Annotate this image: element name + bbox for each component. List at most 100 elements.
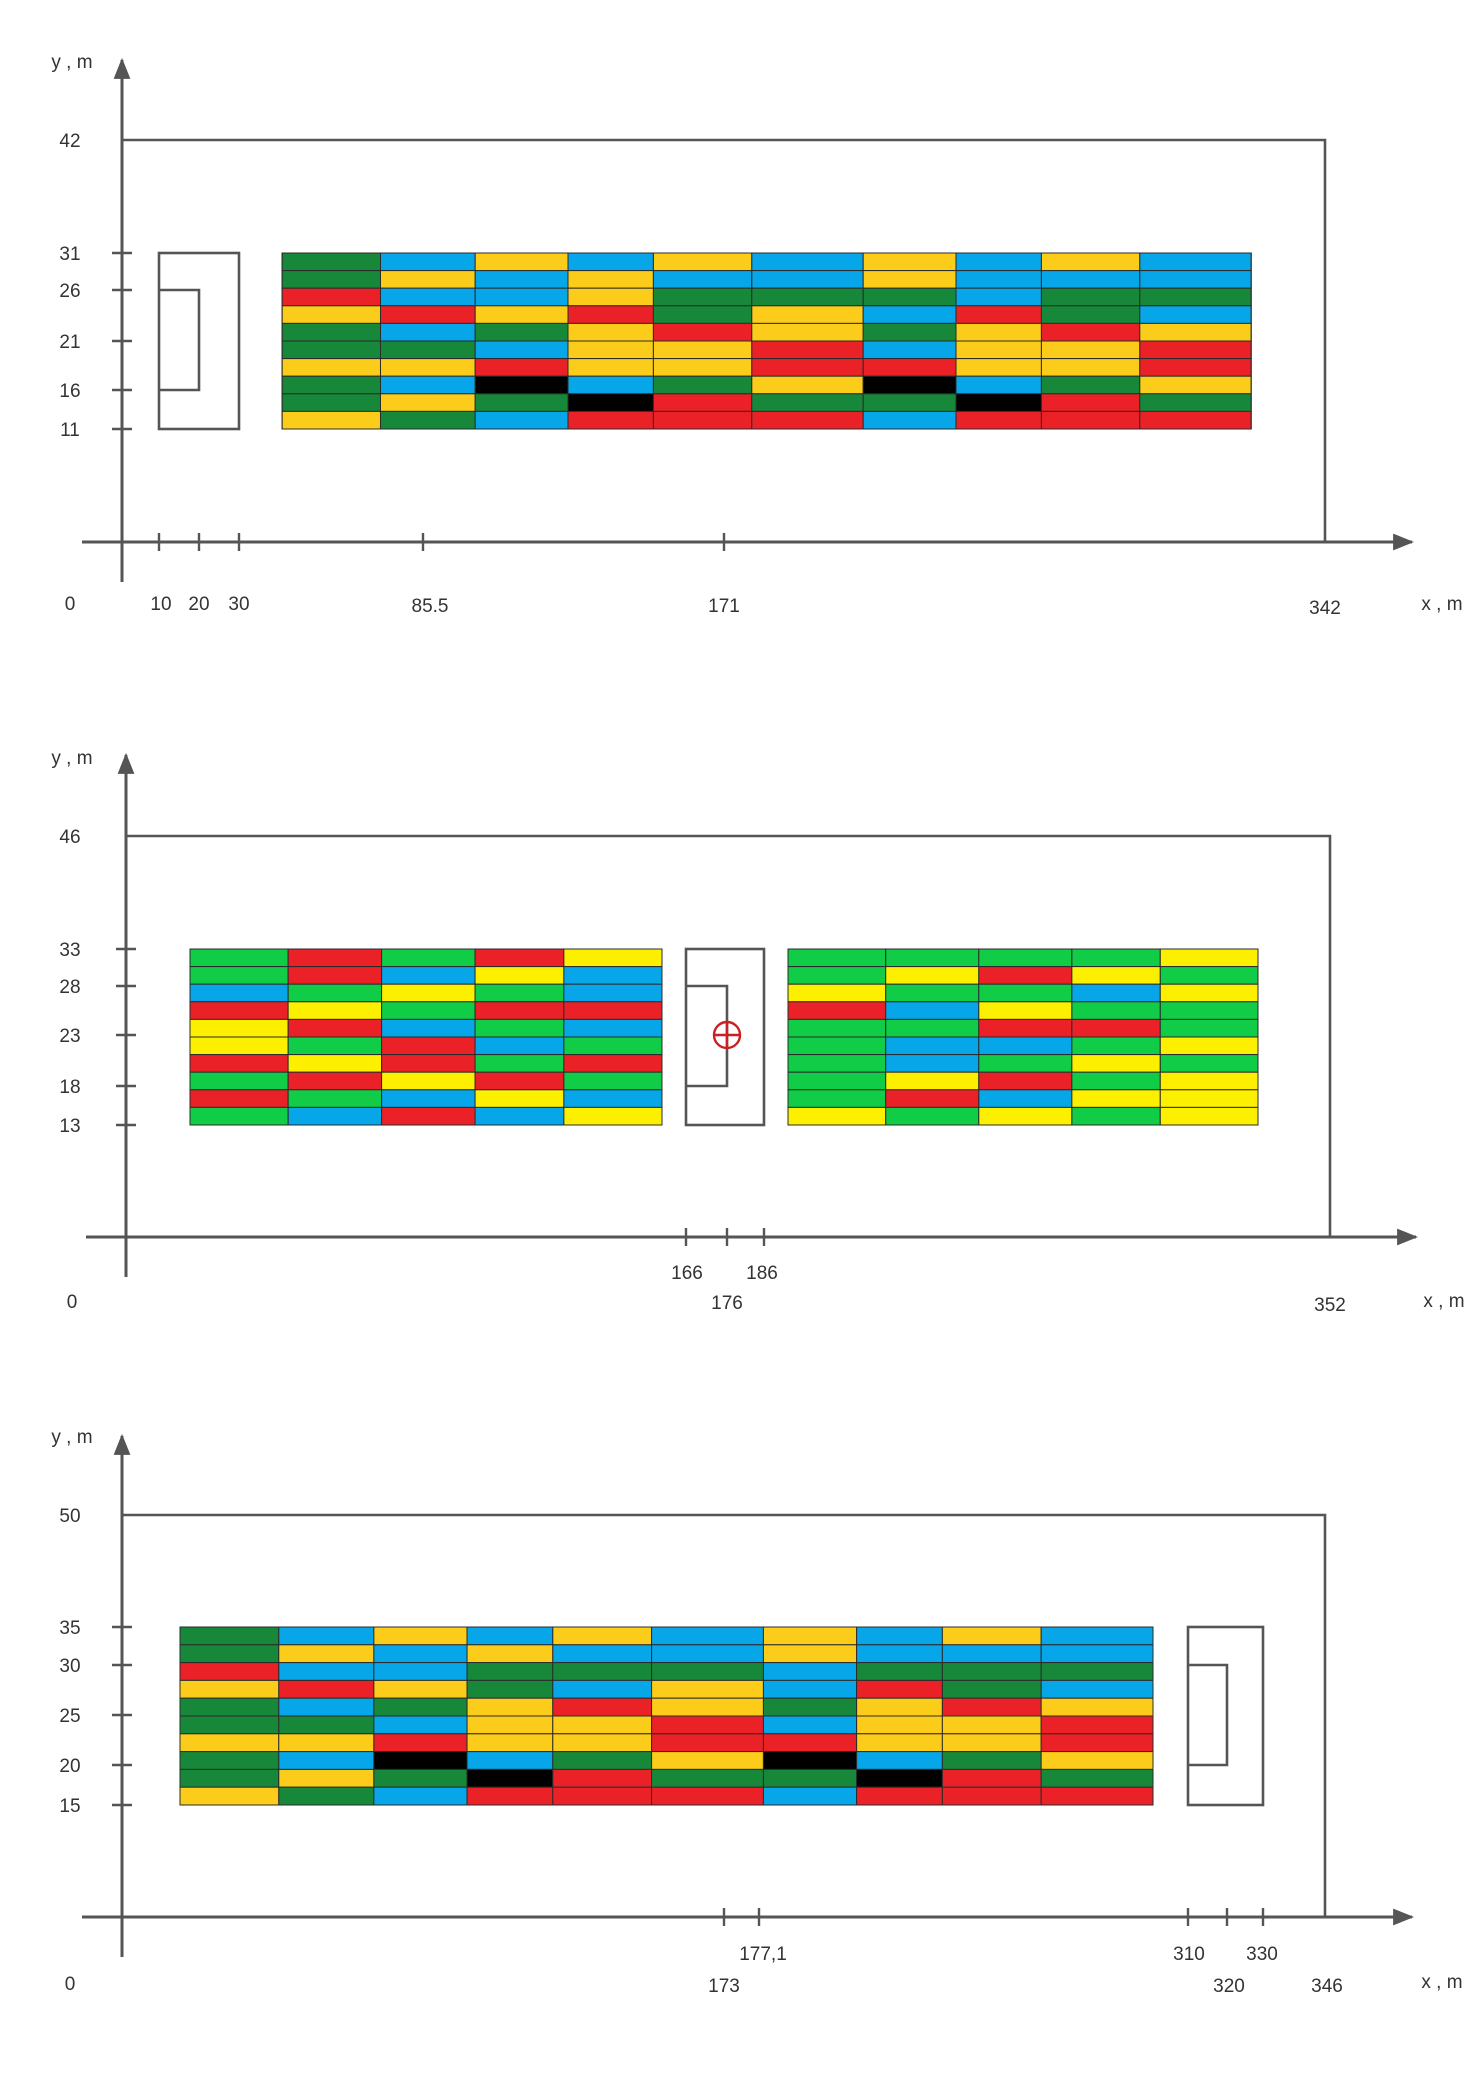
crowd-cell: [787, 1106, 887, 1126]
crowd-cell: [474, 287, 569, 307]
crowd-cell: [1040, 252, 1141, 272]
stage-inner-platform: [1188, 1663, 1229, 1767]
crowd-cell: [762, 1697, 858, 1717]
crowd-cell: [373, 1644, 468, 1664]
crowd-cell: [381, 983, 476, 1003]
crowd-cell: [466, 1715, 554, 1735]
crowd-cell: [466, 1679, 554, 1699]
crowd-cell: [381, 948, 476, 968]
crowd-cell: [474, 270, 569, 289]
crowd-cell: [567, 410, 654, 430]
crowd-cell: [856, 1715, 943, 1735]
crowd-cell: [751, 252, 864, 272]
x-axis-label: x , m: [1421, 594, 1462, 615]
crowd-cell: [856, 1697, 943, 1717]
x-tick-label: 166: [671, 1263, 703, 1284]
y-tick-label: 11: [60, 420, 80, 441]
crowd-cell: [381, 1036, 476, 1056]
crowd-cell: [978, 1089, 1073, 1108]
crowd-cell: [189, 966, 289, 985]
crowd-cell: [278, 1751, 375, 1770]
crowd-cell: [381, 1001, 476, 1020]
crowd-cell: [563, 1036, 663, 1056]
crowd-cell: [1159, 1018, 1259, 1038]
site-boundary: [122, 138, 1327, 542]
crowd-cell: [373, 1715, 468, 1735]
crowd-cell: [379, 393, 476, 412]
crowd-cell: [179, 1697, 280, 1717]
crowd-cell: [1040, 1662, 1154, 1681]
crowd-cell: [189, 1036, 289, 1056]
crowd-cell: [862, 322, 957, 342]
crowd-cell: [856, 1768, 943, 1788]
crowd-cell: [379, 322, 476, 342]
crowd-cell: [885, 948, 980, 968]
crowd-cell: [381, 1018, 476, 1038]
crowd-cell: [474, 1089, 565, 1108]
crowd-cell: [1040, 1715, 1154, 1735]
y-tick-label: 26: [59, 281, 80, 302]
stage-outline: [684, 947, 766, 1127]
x-tick-label: 177,1: [739, 1944, 787, 1965]
crowd-cell: [563, 1018, 663, 1038]
crowd-cell: [955, 270, 1042, 289]
crowd-cell: [179, 1679, 280, 1699]
crowd-cell: [652, 287, 753, 307]
crowd-cell: [1040, 305, 1141, 324]
crowd-cell: [189, 1054, 289, 1073]
crowd-cell: [189, 983, 289, 1003]
crowd-cell: [751, 358, 864, 377]
crowd-cell: [1040, 1768, 1154, 1788]
crowd-cell: [179, 1733, 280, 1753]
crowd-cell: [1040, 358, 1141, 377]
crowd-cell: [652, 358, 753, 377]
crowd-cell: [1159, 1001, 1259, 1020]
crowd-cell: [751, 410, 864, 430]
crowd-cell: [552, 1644, 653, 1664]
crowd-cell: [762, 1768, 858, 1788]
crowd-cell: [978, 1018, 1073, 1038]
crowd-cell: [474, 966, 565, 985]
crowd-cell: [941, 1786, 1042, 1806]
crowd-cell: [379, 358, 476, 377]
x-tick-label: 20: [188, 594, 209, 615]
crowd-cell: [1040, 1679, 1154, 1699]
crowd-cell: [787, 948, 887, 968]
crowd-cell: [381, 1106, 476, 1126]
crowd-cell: [474, 410, 569, 430]
crowd-cell: [862, 305, 957, 324]
crowd-cell: [179, 1786, 280, 1806]
crowd-cell: [1040, 1626, 1154, 1646]
crowd-cell: [189, 1018, 289, 1038]
crowd-cell: [856, 1662, 943, 1681]
crowd-cell: [787, 1089, 887, 1108]
crowd-cell: [856, 1679, 943, 1699]
crowd-cell: [474, 375, 569, 395]
crowd-cell: [278, 1768, 375, 1788]
crowd-cell: [474, 1018, 565, 1038]
origin-label: 0: [65, 594, 76, 615]
crowd-cell: [856, 1786, 943, 1806]
crowd-cell: [862, 410, 957, 430]
crowd-block-outline: [787, 948, 1259, 1126]
crowd-cell: [787, 1001, 887, 1020]
crowd-cell: [281, 375, 381, 395]
crowd-cell: [474, 358, 569, 377]
stage-inner-platform: [159, 288, 201, 392]
x-tick-label: 320: [1213, 1976, 1245, 1997]
crowd-cell: [1040, 1733, 1154, 1753]
crowd-cell: [652, 322, 753, 342]
panel-1: y , m x , m 0 42 31 26 21 16 11 10 20 30 85.5 171 342: [51, 52, 1462, 619]
crowd-cell: [278, 1679, 375, 1699]
crowd-cell: [563, 966, 663, 985]
crowd-cell: [885, 1071, 980, 1091]
y-tick-label: 50: [59, 1506, 80, 1527]
crowd-cell: [287, 983, 383, 1003]
y-axis-label: y , m: [51, 52, 92, 73]
crowd-cell: [1071, 1071, 1161, 1091]
x-tick-label: 186: [746, 1263, 778, 1284]
crowd-cell: [466, 1626, 554, 1646]
crowd-cell: [651, 1697, 764, 1717]
crowd-block-outline: [281, 252, 1252, 430]
